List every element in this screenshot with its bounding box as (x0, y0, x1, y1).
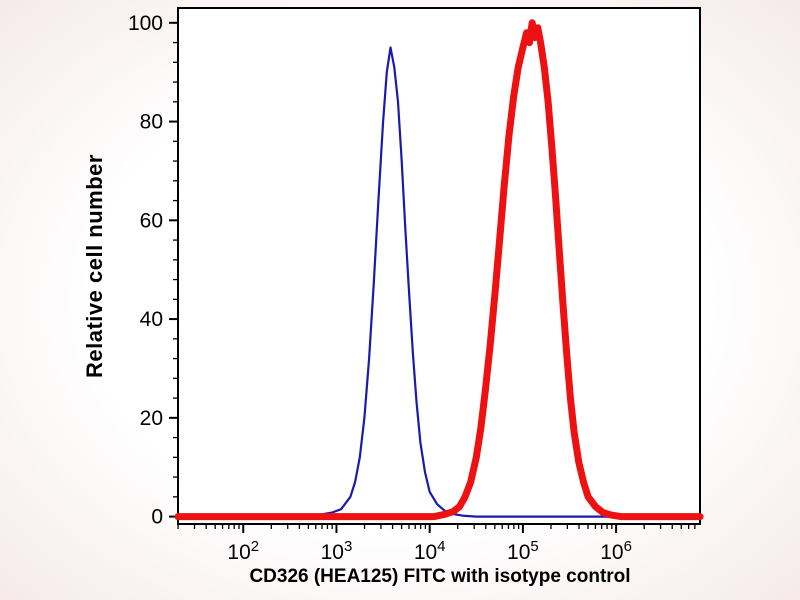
isotype-control-curve (176, 46, 702, 518)
y-tick-label: 20 (140, 407, 163, 430)
x-tick-label: 103 (321, 538, 353, 564)
x-tick-label: 105 (507, 538, 539, 564)
x-tick-label: 106 (600, 538, 632, 564)
x-tick-label: 104 (414, 538, 446, 564)
y-tick-label: 60 (140, 209, 163, 232)
x-tick-label: 102 (227, 538, 259, 564)
y-tick-label: 40 (140, 308, 163, 331)
y-tick-label: 0 (151, 506, 163, 529)
plot-frame (177, 7, 701, 525)
x-axis-title: CD326 (HEA125) FITC with isotype control (249, 566, 631, 587)
plot-area (178, 8, 700, 524)
y-axis-title: Relative cell number (82, 154, 107, 378)
cd326-hea125-fitc-curve (174, 19, 704, 521)
y-tick-label: 100 (128, 12, 163, 35)
y-tick-label: 80 (140, 111, 163, 134)
